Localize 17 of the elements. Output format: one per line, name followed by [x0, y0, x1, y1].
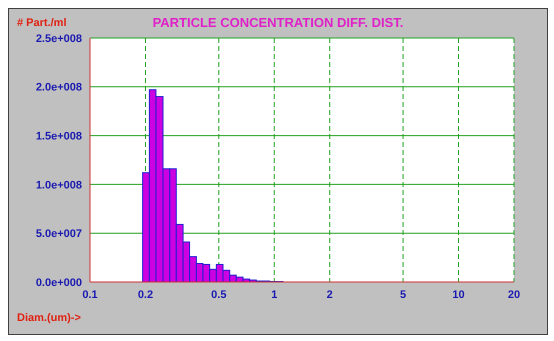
y-tick-label: 1.5e+008 [36, 130, 82, 143]
y-tick-label: 0.0e+000 [36, 276, 82, 289]
x-tick-label: 20 [508, 288, 520, 301]
x-tick-label: 5 [400, 288, 406, 301]
x-tick-label: 0.5 [211, 288, 226, 301]
chart-title: PARTICLE CONCENTRATION DIFF. DIST. [152, 15, 404, 30]
y-tick-label: 2.0e+008 [36, 82, 82, 94]
y-axis-title: # Part./ml [17, 17, 67, 29]
x-tick-label: 0.2 [138, 288, 154, 301]
x-axis-title: Diam.(um)-> [17, 312, 81, 324]
x-tick-label: 2 [326, 288, 333, 301]
y-tick-label: 2.5e+008 [36, 32, 82, 45]
x-tick-label: 10 [452, 288, 465, 301]
x-tick-label: 1 [271, 288, 278, 301]
x-tick-label: 0.1 [82, 288, 98, 301]
y-tick-label: 1.0e+008 [36, 179, 82, 192]
y-tick-label: 5.0e+007 [36, 228, 82, 240]
